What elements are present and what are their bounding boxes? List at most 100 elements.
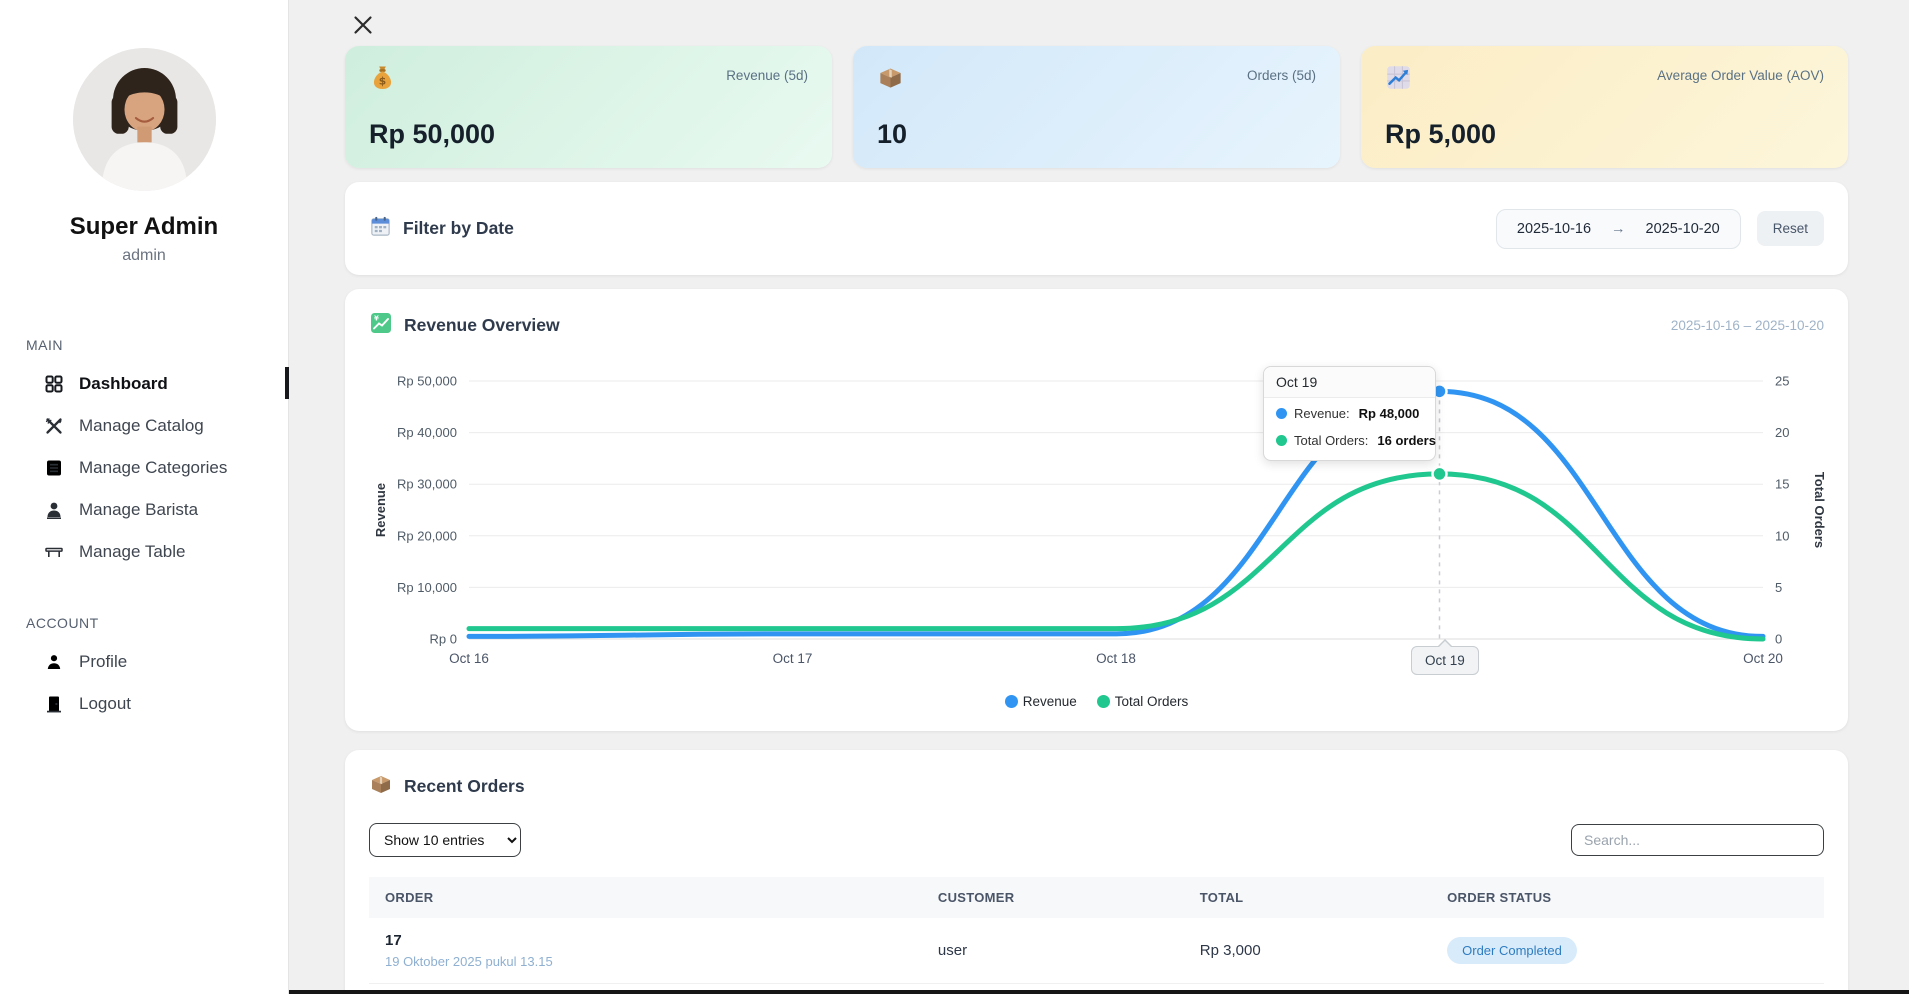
sidebar-item-manage-barista[interactable]: Manage Barista bbox=[0, 489, 288, 531]
left-axis-tick: Rp 40,000 bbox=[397, 425, 457, 440]
legend-item-total-orders[interactable]: Total Orders bbox=[1096, 694, 1189, 709]
sidebar-item-profile[interactable]: Profile bbox=[0, 641, 288, 683]
nav-section-account: ACCOUNT bbox=[26, 615, 99, 631]
sidebar-item-manage-catalog[interactable]: Manage Catalog bbox=[0, 405, 288, 447]
viewport-bottom-edge bbox=[289, 990, 1909, 994]
right-axis-tick: 5 bbox=[1775, 580, 1782, 595]
left-axis-tick: Rp 20,000 bbox=[397, 528, 457, 543]
right-axis-tick: 0 bbox=[1775, 632, 1782, 647]
revenue-overview-panel: ¥ Revenue Overview 2025-10-16 – 2025-10-… bbox=[345, 289, 1848, 731]
tooltip-title: Oct 19 bbox=[1264, 367, 1435, 398]
revenue-chart[interactable]: Rp 50,000 25 Rp 40,000 20 Rp 30,000 15 Rp 20,0… bbox=[369, 350, 1827, 690]
table-header-row: ORDER CUSTOMER TOTAL ORDER STATUS bbox=[369, 877, 1824, 918]
calendar-icon bbox=[369, 215, 392, 243]
date-range-picker[interactable]: 2025-10-16 → 2025-10-20 bbox=[1495, 208, 1741, 249]
stat-value: Rp 50,000 bbox=[369, 119, 496, 149]
x-axis-tick: Oct 17 bbox=[773, 651, 813, 666]
show-entries-select[interactable]: Show 10 entries bbox=[369, 823, 521, 857]
tooltip-value: 16 orders bbox=[1377, 433, 1436, 448]
revenue-legend-dot bbox=[1004, 695, 1018, 708]
column-customer: CUSTOMER bbox=[921, 877, 1184, 918]
dashboard-grid-icon bbox=[44, 374, 64, 394]
svg-text:¥: ¥ bbox=[374, 315, 379, 323]
stat-value: 10 bbox=[877, 119, 908, 149]
close-button[interactable] bbox=[351, 14, 375, 38]
line-chart-svg[interactable]: Rp 50,000 25 Rp 40,000 20 Rp 30,000 15 Rp 20,0… bbox=[369, 350, 1827, 690]
x-axis-tick: Oct 18 bbox=[1096, 651, 1136, 666]
sidebar-item-label: Dashboard bbox=[79, 374, 168, 393]
recent-orders-panel: Recent Orders Show 10 entries ORDER CUST… bbox=[345, 750, 1848, 994]
utensils-icon bbox=[44, 416, 64, 436]
column-order: ORDER bbox=[369, 877, 922, 918]
end-date-value: 2025-10-20 bbox=[1645, 220, 1720, 237]
series-line-revenue bbox=[466, 388, 1766, 639]
left-axis-tick: Rp 50,000 bbox=[397, 374, 457, 389]
stat-card-revenue: $ Revenue (5d) Rp 50,000 bbox=[345, 46, 832, 168]
chart-date-range: 2025-10-16 – 2025-10-20 bbox=[1670, 318, 1824, 333]
profile-role: admin bbox=[122, 247, 166, 264]
stat-label: Orders (5d) bbox=[1246, 68, 1316, 83]
column-order-status: ORDER STATUS bbox=[1431, 877, 1824, 918]
order-id: 17 bbox=[385, 932, 402, 949]
highlighted-x-label: Oct 19 bbox=[1411, 639, 1479, 675]
svg-text:$: $ bbox=[379, 74, 386, 87]
sidebar-item-dashboard[interactable]: Dashboard bbox=[0, 363, 289, 405]
order-total: Rp 3,000 bbox=[1183, 918, 1432, 984]
money-bag-icon: $ bbox=[369, 64, 396, 96]
left-axis-tick: Rp 0 bbox=[430, 632, 457, 647]
recent-orders-title: Recent Orders bbox=[404, 776, 525, 796]
highlight-point-total-orders bbox=[1431, 465, 1448, 483]
order-customer: user bbox=[921, 918, 1184, 984]
search-input[interactable] bbox=[1571, 824, 1824, 856]
sidebar-item-label: Manage Catalog bbox=[79, 416, 204, 435]
table-icon bbox=[44, 542, 64, 562]
tooltip-label: Total Orders: bbox=[1294, 433, 1369, 448]
stat-card-aov: Average Order Value (AOV) Rp 5,000 bbox=[1361, 46, 1848, 168]
sidebar-item-label: Profile bbox=[79, 652, 128, 671]
orders-legend-dot bbox=[1096, 695, 1110, 708]
sidebar: Super Admin admin MAIN Dashboard Manage … bbox=[0, 0, 289, 994]
stat-cards-row: $ Revenue (5d) Rp 50,000 Orders (5d) bbox=[345, 46, 1848, 168]
sidebar-item-logout[interactable]: Logout bbox=[0, 683, 288, 725]
left-axis-tick: Rp 10,000 bbox=[397, 580, 457, 595]
document-icon bbox=[44, 458, 64, 478]
sidebar-item-label: Manage Categories bbox=[79, 458, 228, 477]
chart-yen-icon: ¥ bbox=[369, 311, 393, 340]
table-row: 17 19 Oktober 2025 pukul 13.15 user Rp 3… bbox=[369, 918, 1824, 984]
orders-table: ORDER CUSTOMER TOTAL ORDER STATUS 17 19 … bbox=[369, 877, 1824, 994]
reset-button[interactable]: Reset bbox=[1756, 211, 1824, 246]
right-axis-tick: 20 bbox=[1775, 425, 1789, 440]
right-axis-tick: 25 bbox=[1775, 374, 1789, 389]
person-icon bbox=[44, 500, 64, 520]
x-axis-tick: Oct 16 bbox=[449, 651, 489, 666]
legend-label: Total Orders bbox=[1114, 694, 1189, 709]
right-axis-tick: 15 bbox=[1775, 477, 1789, 492]
sidebar-item-manage-categories[interactable]: Manage Categories bbox=[0, 447, 288, 489]
profile-name: Super Admin bbox=[69, 213, 219, 240]
orders-series-dot bbox=[1276, 435, 1287, 446]
chart-legend: Revenue Total Orders bbox=[369, 694, 1824, 709]
stat-label: Revenue (5d) bbox=[726, 68, 808, 83]
date-range-arrow: → bbox=[1611, 220, 1626, 237]
left-axis-title: Revenue bbox=[373, 483, 388, 537]
logout-door-icon bbox=[44, 694, 64, 714]
legend-label: Revenue bbox=[1022, 694, 1077, 709]
right-axis-tick: 10 bbox=[1775, 528, 1789, 543]
right-axis-title: Total Orders bbox=[1812, 472, 1827, 548]
column-total: TOTAL bbox=[1183, 877, 1432, 918]
status-badge: Order Completed bbox=[1447, 937, 1577, 964]
legend-item-revenue[interactable]: Revenue bbox=[1004, 694, 1077, 709]
sidebar-item-label: Logout bbox=[79, 694, 131, 713]
profile-icon bbox=[44, 652, 64, 672]
avatar bbox=[72, 48, 216, 191]
start-date-value: 2025-10-16 bbox=[1516, 220, 1592, 237]
chart-tooltip: Oct 19 Revenue: Rp 48,000 Total Orders: … bbox=[1263, 366, 1436, 461]
package-icon bbox=[877, 64, 904, 96]
sidebar-item-manage-table[interactable]: Manage Table bbox=[0, 531, 288, 573]
avatar-illustration bbox=[72, 48, 216, 191]
sidebar-item-label: Manage Table bbox=[79, 542, 186, 561]
x-axis-tick: Oct 20 bbox=[1743, 651, 1783, 666]
filter-panel: Filter by Date 2025-10-16 → 2025-10-20 R… bbox=[345, 182, 1848, 275]
main-content: $ Revenue (5d) Rp 50,000 Orders (5d) bbox=[289, 0, 1909, 994]
stat-value: Rp 5,000 bbox=[1385, 119, 1497, 149]
